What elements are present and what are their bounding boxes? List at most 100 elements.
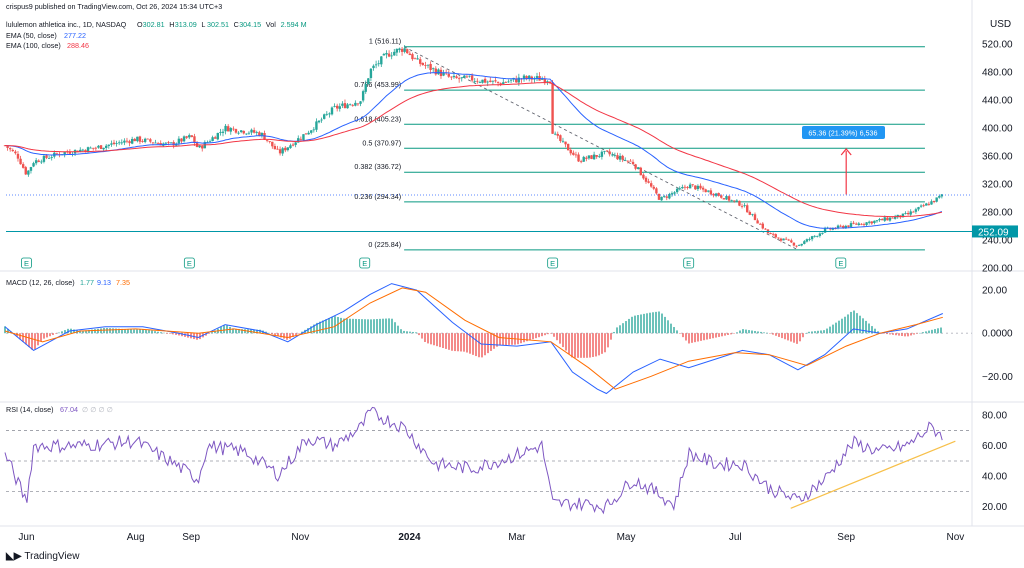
candle-up — [662, 196, 666, 197]
macd-histogram-bar — [613, 331, 615, 334]
macd-histogram-bar — [25, 333, 27, 345]
macd-histogram-bar — [637, 315, 639, 334]
macd-histogram-bar — [88, 329, 90, 334]
macd-histogram-bar — [625, 321, 627, 334]
ohlc-value: 304.15 — [239, 20, 261, 29]
candle-up — [333, 106, 336, 107]
macd-histogram-bar — [124, 329, 126, 334]
macd-histogram-bar — [646, 313, 648, 334]
candle-up — [917, 207, 920, 210]
candle-down — [99, 145, 103, 149]
macd-histogram-bar — [712, 333, 714, 339]
macd-histogram-bar — [334, 316, 336, 334]
candle-down — [590, 155, 593, 159]
macd-histogram-bar — [601, 333, 603, 354]
earnings-marker — [21, 257, 32, 269]
candle-down — [271, 141, 274, 147]
candle-up — [63, 152, 66, 155]
candle-up — [613, 154, 617, 156]
macd-histogram-bar — [412, 331, 414, 334]
ohlc-value: 302.51 — [207, 20, 229, 29]
macd-histogram-bar — [706, 333, 708, 340]
candle-down — [585, 157, 588, 159]
candle-down — [657, 193, 661, 200]
candle-up — [528, 75, 531, 79]
macd-histogram-bar — [757, 331, 759, 334]
macd-histogram-bar — [283, 333, 285, 339]
fibonacci-retracement[interactable]: 1 (516.11) 0.786 (453.99) 0.618 (405.23) 0.… — [354, 37, 925, 251]
candle-up — [925, 203, 928, 206]
candle-down — [94, 147, 98, 149]
macd-histogram-bar — [610, 333, 612, 340]
macd-histogram-bar — [244, 329, 246, 334]
rsi-line — [4, 406, 943, 515]
candle-down — [642, 174, 645, 179]
measure-arrow-head — [840, 148, 852, 156]
macd-histogram-bar — [691, 333, 693, 343]
macd-histogram-bar — [274, 333, 276, 336]
candle-down — [470, 75, 474, 81]
candle-up — [398, 48, 401, 50]
candle-down — [574, 154, 578, 156]
candle-up — [592, 154, 596, 160]
macd-histogram-bar — [553, 333, 555, 337]
time-tick-label: Mar — [508, 532, 526, 543]
candle-down — [720, 195, 723, 198]
candle-down — [605, 150, 609, 152]
candle-up — [468, 75, 471, 77]
candle-down — [11, 149, 14, 152]
candle-up — [660, 196, 663, 201]
macd-histogram-bar — [232, 328, 234, 334]
macd-histogram-bar — [340, 317, 342, 334]
candle-down — [37, 160, 40, 162]
candle-down — [494, 80, 497, 82]
candle-up — [797, 245, 801, 246]
price-tick-label: 520.00 — [982, 39, 1013, 50]
macd-histogram-bar — [160, 332, 162, 334]
macd-histogram-bar — [394, 322, 396, 334]
candle-up — [831, 228, 835, 230]
macd-histogram-bar — [538, 333, 540, 338]
candle-up — [164, 142, 168, 144]
macd-histogram-bar — [886, 333, 888, 335]
candle-up — [813, 235, 816, 237]
candle-up — [867, 221, 871, 223]
macd-histogram-bar — [415, 332, 417, 334]
rsi-tick-label: 20.00 — [982, 502, 1007, 513]
ema100-line — [4, 82, 942, 218]
macd-histogram-bar — [562, 333, 564, 348]
candle-down — [258, 132, 261, 136]
tradingview-brand[interactable]: ◣▶ TradingView — [6, 551, 79, 562]
macd-histogram-bar — [391, 318, 393, 334]
macd-histogram-bar — [565, 333, 567, 351]
candle-down — [579, 161, 583, 163]
macd-histogram-bar — [133, 329, 135, 334]
macd-histogram-bar — [421, 333, 423, 339]
candle-down — [701, 187, 705, 190]
macd-histogram-bar — [253, 329, 255, 334]
ohlc-value: 302.81 — [143, 20, 165, 29]
candle-up — [673, 192, 676, 194]
macd-histogram-bar — [148, 330, 150, 334]
ohlc-key: L — [201, 20, 205, 29]
macd-histogram-bar — [310, 326, 312, 334]
macd-histogram-bar — [97, 328, 99, 334]
rsi-trendline — [790, 440, 956, 509]
candle-down — [125, 140, 129, 142]
candle-down — [24, 167, 27, 175]
candle-down — [787, 239, 790, 241]
candle-up — [211, 137, 214, 142]
macd-histogram-bar — [754, 330, 756, 334]
rsi-placeholders: ∅ ∅ ∅ ∅ — [82, 405, 113, 414]
candle-down — [465, 76, 469, 78]
macd-histogram-bar — [802, 333, 804, 338]
macd-histogram-bar — [118, 328, 120, 334]
drawings[interactable]: 65.36 (21.39%) 6,536 E E E E E E — [6, 126, 972, 509]
candle-down — [476, 80, 479, 82]
macd-histogram-bar — [361, 319, 363, 334]
candle-down — [572, 152, 575, 155]
macd-histogram-bar — [535, 333, 537, 339]
candle-down — [504, 82, 508, 83]
candle-down — [790, 240, 793, 243]
